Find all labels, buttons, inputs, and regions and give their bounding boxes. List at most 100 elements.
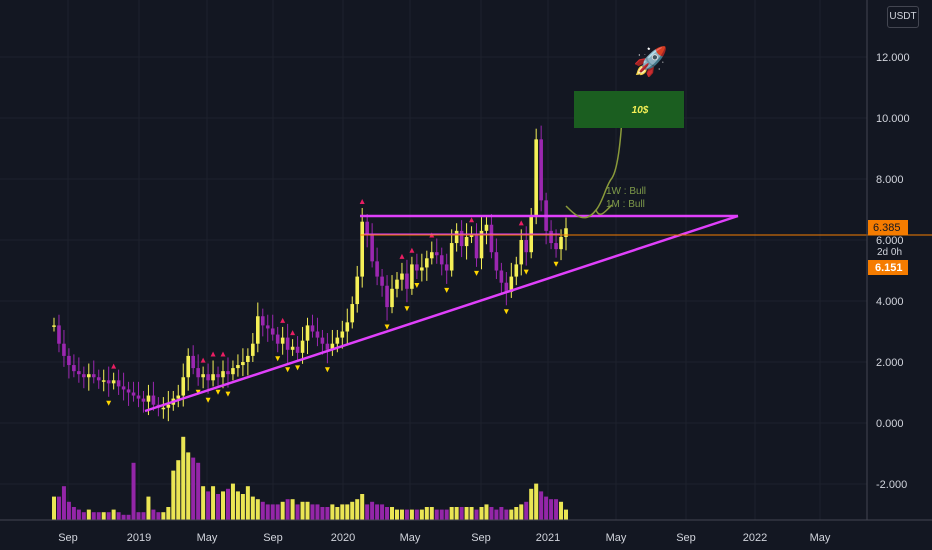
volume-bar (509, 509, 514, 520)
up-signal-arrow (280, 317, 286, 323)
candle-body (489, 224, 494, 253)
volume-bar (255, 499, 260, 520)
candle-body (206, 374, 210, 381)
candle-body (67, 355, 71, 366)
candle-body (554, 243, 558, 250)
volume-bar (424, 507, 429, 520)
volume-bar (459, 507, 464, 520)
candle-body (280, 337, 285, 344)
candle-body (101, 380, 106, 382)
candle-body (425, 258, 429, 268)
candle-body (176, 395, 181, 399)
candle-body (181, 377, 186, 396)
candle-body (564, 228, 568, 237)
volume-bar (76, 509, 81, 520)
volume-bar (499, 507, 504, 520)
down-signal-arrow (523, 269, 529, 275)
candle-body (459, 230, 464, 247)
volume-bar (56, 496, 61, 520)
volume-bar (196, 462, 201, 520)
x-tick-label: May (197, 532, 218, 544)
candle-body (305, 325, 310, 341)
candle-body (106, 380, 111, 384)
volume-bar (310, 504, 315, 520)
candle-body (57, 325, 61, 344)
volume-bar (126, 514, 131, 520)
candle-body (260, 316, 265, 326)
candle-body (121, 386, 126, 390)
signal-arrows (106, 198, 559, 406)
volume-bar (101, 512, 106, 520)
up-signal-arrow (359, 198, 365, 204)
volume-bar (52, 496, 56, 520)
volume-bar (225, 488, 230, 520)
volume-bar (479, 507, 484, 520)
volume-bar (414, 509, 419, 520)
volume-bar (390, 507, 395, 520)
candle-body (265, 325, 270, 329)
volume-bar (81, 512, 86, 520)
volume-bar (355, 499, 360, 520)
x-tick-label: May (606, 532, 627, 544)
candle-body (549, 230, 553, 244)
candle-body (77, 371, 81, 375)
time-axis[interactable]: Sep 2019 May Sep 2020 May Sep 2021 May Sep 2022 May (0, 519, 932, 544)
volume-bar (504, 509, 509, 520)
candle-body (454, 230, 459, 244)
volume-bar (375, 504, 380, 520)
volume-bar (91, 512, 96, 520)
x-tick-label: May (400, 532, 421, 544)
candle-body (350, 304, 355, 323)
volume-bar (554, 499, 559, 520)
x-tick-label: Sep (471, 532, 491, 544)
up-signal-arrow (518, 220, 524, 226)
candle-body (380, 276, 384, 286)
volume-bar (385, 507, 390, 520)
volume-bar (529, 488, 534, 520)
volume-bar (469, 507, 474, 520)
candle-body (111, 380, 116, 384)
volume-bar (559, 501, 564, 520)
candle-body (191, 355, 195, 369)
drawing-overlays[interactable]: 10$ 1W : Bull 1M : Bull (144, 91, 932, 413)
candle-body (270, 328, 275, 335)
monthly-trend-label: 1M : Bull (606, 199, 645, 210)
candle-body (484, 224, 489, 231)
candle-body (241, 362, 245, 366)
candle-body (534, 139, 538, 216)
volume-bar (434, 509, 439, 520)
candle-body (295, 346, 300, 353)
candle-body (96, 377, 101, 381)
volume-bar (360, 494, 365, 520)
candle-body (91, 374, 96, 378)
volume-bar (221, 491, 226, 520)
down-signal-arrow (295, 365, 301, 371)
candle-body (290, 346, 295, 350)
x-tick-label: Sep (676, 532, 696, 544)
price-axis[interactable]: 12.000 10.000 8.000 6.000 4.000 2.000 0.000 -2.… (866, 0, 910, 520)
currency-button[interactable]: USDT (887, 6, 919, 28)
candle-body (494, 252, 499, 271)
candle-body (186, 355, 191, 378)
candle-body (400, 273, 404, 280)
candle-body (434, 252, 439, 256)
volume-bar (330, 504, 335, 520)
volume-bar (489, 507, 494, 520)
candle-body (72, 365, 76, 372)
volume-bar (380, 504, 385, 520)
candle-body (201, 374, 205, 378)
volume-bar (399, 509, 404, 520)
volume-bar (305, 501, 310, 520)
volume-bar (176, 460, 181, 520)
weekly-trend-label: 1W : Bull (606, 186, 646, 197)
y-tick-label: 8.000 (876, 174, 904, 186)
projection-path-wave (595, 204, 613, 215)
up-signal-arrow (469, 217, 475, 223)
x-tick-label: May (810, 532, 831, 544)
volume-bar (111, 509, 116, 520)
x-tick-label: 2019 (127, 532, 151, 544)
up-signal-arrow (210, 351, 216, 357)
volume-bar (290, 499, 295, 520)
candlesticks[interactable] (52, 125, 568, 422)
